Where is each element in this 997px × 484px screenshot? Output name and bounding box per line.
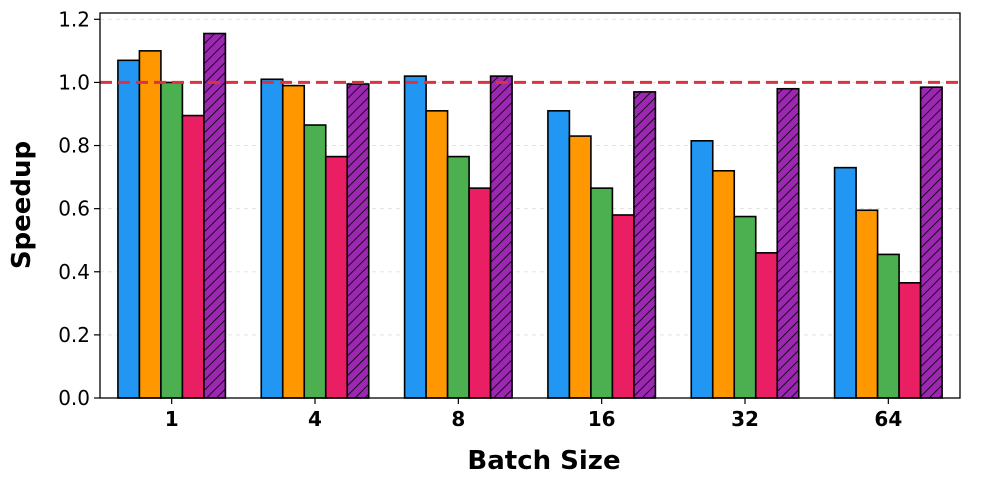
y-axis: 0.0 0.2 0.4 0.6 0.8 1.0 1.2: [58, 7, 100, 410]
bar-series4-1: [181, 114, 205, 399]
bar-series3-1: [160, 81, 184, 399]
bar-series2-1: [138, 50, 162, 399]
bar-series2-16: [568, 135, 592, 399]
bar-series1-16: [547, 110, 571, 399]
y-tick-label: 1.0: [58, 70, 90, 94]
bar-series2-4: [281, 84, 306, 399]
bar-series5-4: [346, 83, 370, 399]
y-tick-label: 0.2: [58, 323, 90, 347]
bar-series4-8: [468, 187, 492, 399]
bars: [117, 32, 943, 399]
x-tick-label: 1: [165, 407, 179, 431]
bar-series4-64: [898, 282, 922, 399]
bar-series1-4: [260, 78, 284, 399]
x-tick-label: 32: [731, 407, 759, 431]
x-tick-label: 4: [308, 407, 322, 431]
bar-series5-16: [633, 91, 657, 399]
bar-series5-8: [489, 75, 513, 399]
y-tick-label: 1.2: [58, 7, 90, 31]
bar-series2-8: [425, 110, 449, 399]
x-axis-title: Batch Size: [467, 446, 620, 476]
x-tick-label: 16: [588, 407, 616, 431]
bar-series1-64: [833, 166, 857, 399]
bar-series3-32: [733, 215, 757, 399]
bar-series2-64: [855, 209, 879, 399]
bar-series2-32: [711, 169, 736, 399]
bar-series3-4: [303, 124, 327, 399]
bar-series1-8: [403, 75, 427, 399]
plot-background: [100, 13, 960, 398]
y-tick-label: 0.8: [58, 134, 90, 158]
plot-frame: [99, 12, 961, 399]
bar-series1-32: [690, 140, 714, 399]
bar-series3-64: [876, 253, 900, 399]
x-tick-label: 8: [451, 407, 465, 431]
bar-series1-1: [117, 59, 141, 399]
y-tick-label: 0.4: [58, 260, 90, 284]
y-tick-label: 0.0: [58, 386, 90, 410]
x-axis: 1 4 8 16 32 64: [165, 398, 902, 431]
bar-series5-64: [919, 86, 943, 399]
x-tick-label: 64: [874, 407, 902, 431]
y-tick-label: 0.6: [58, 197, 90, 221]
bar-series4-4: [324, 155, 349, 399]
bar-series5-1: [203, 32, 227, 399]
bar-series4-32: [754, 252, 779, 399]
y-axis-title: Speedup: [7, 141, 37, 269]
bar-series3-8: [446, 155, 470, 399]
bar-series5-32: [776, 87, 800, 399]
bar-series4-16: [611, 214, 635, 399]
bar-series3-16: [590, 187, 614, 399]
